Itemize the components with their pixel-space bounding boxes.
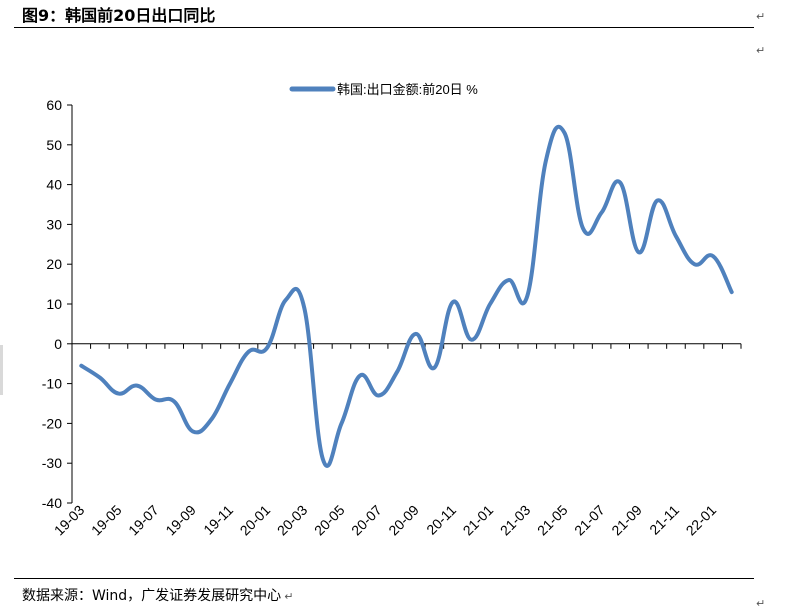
- y-tick-label: -40: [42, 495, 62, 511]
- y-tick-label: 30: [46, 216, 62, 232]
- x-tick-label: 21-01: [460, 502, 497, 539]
- y-tick-label: 60: [46, 97, 62, 113]
- x-tick-label: 21-11: [646, 502, 682, 538]
- x-tick-label: 19-05: [88, 502, 125, 539]
- y-tick-label: 50: [46, 137, 62, 153]
- x-tick-label: 22-01: [683, 502, 720, 539]
- top-rule: [14, 27, 754, 28]
- x-tick-label: 19-09: [162, 502, 199, 539]
- x-tick-label: 20-01: [237, 502, 274, 539]
- bottom-rule: [14, 578, 754, 579]
- x-tick-label: 21-09: [608, 502, 645, 539]
- paragraph-mark: ↵: [284, 590, 294, 603]
- series-line: [79, 124, 734, 468]
- x-tick-label: 20-11: [423, 502, 459, 538]
- y-axis: -40 -30 -20 -10 0 10 20 30 40 50 60: [42, 97, 73, 511]
- paragraph-mark: ↵: [756, 44, 766, 57]
- data-source-note: 数据来源：Wind，广发证券发展研究中心 ↵: [22, 585, 293, 605]
- x-tick-label: 21-07: [571, 502, 608, 539]
- x-tick-label: 21-05: [534, 502, 571, 539]
- y-tick-label: -30: [42, 455, 62, 471]
- figure-title: 图9：韩国前20日出口同比: [22, 6, 216, 25]
- x-tick-label: 19-11: [200, 502, 236, 538]
- x-tick-label: 19-07: [125, 502, 162, 539]
- x-tick-label: 20-09: [385, 502, 422, 539]
- line-chart: 韩国:出口金额:前20日 % -40 -30 -20 -10 0 10 20 30 40 50 60…: [42, 82, 742, 539]
- paragraph-mark: ↵: [756, 10, 766, 23]
- y-tick-label: -10: [42, 376, 62, 392]
- x-tick-label: 21-03: [497, 502, 534, 539]
- paragraph-mark: ↵: [756, 597, 766, 610]
- y-tick-label: -20: [42, 415, 62, 431]
- y-tick-label: 10: [46, 296, 62, 312]
- data-source-text: 数据来源：Wind，广发证券发展研究中心: [22, 588, 282, 604]
- y-tick-label: 20: [46, 256, 62, 272]
- margin-marker: [0, 345, 3, 395]
- chart-legend: 韩国:出口金额:前20日 %: [289, 82, 478, 97]
- x-tick-label: 20-05: [311, 502, 348, 539]
- y-tick-label: 40: [46, 177, 62, 193]
- y-tick-label: 0: [54, 336, 62, 352]
- x-tick-label: 20-07: [348, 502, 385, 539]
- x-tick-label: 20-03: [274, 502, 311, 539]
- legend-label: 韩国:出口金额:前20日 %: [337, 82, 478, 97]
